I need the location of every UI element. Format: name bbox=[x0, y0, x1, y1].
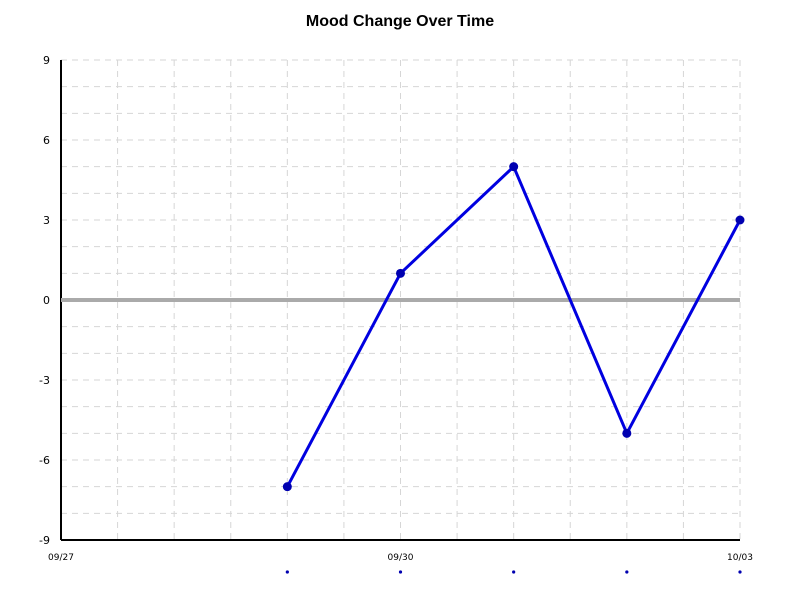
y-tick-label: 6 bbox=[43, 134, 50, 147]
data-point bbox=[735, 215, 745, 225]
x-marker-dot bbox=[738, 570, 742, 574]
y-tick-label: -6 bbox=[39, 454, 50, 467]
y-tick-label: -3 bbox=[39, 374, 50, 387]
y-tick-label: 0 bbox=[43, 294, 50, 307]
data-point bbox=[396, 268, 405, 278]
data-point bbox=[509, 162, 519, 172]
x-tick-label: 10/03 bbox=[727, 553, 753, 563]
x-marker-dot bbox=[625, 570, 629, 574]
y-tick-label: -9 bbox=[39, 534, 50, 547]
y-tick-label: 9 bbox=[43, 54, 50, 67]
x-tick-label: 09/27 bbox=[48, 553, 74, 563]
x-marker-dot bbox=[285, 570, 289, 574]
y-tick-label: 3 bbox=[43, 214, 50, 227]
x-tick-label: 09/30 bbox=[388, 553, 414, 563]
x-marker-dot bbox=[398, 570, 403, 574]
x-marker-dot bbox=[512, 570, 516, 574]
data-point bbox=[622, 428, 632, 438]
chart-title: Mood Change Over Time bbox=[305, 13, 495, 30]
data-point bbox=[282, 482, 292, 492]
